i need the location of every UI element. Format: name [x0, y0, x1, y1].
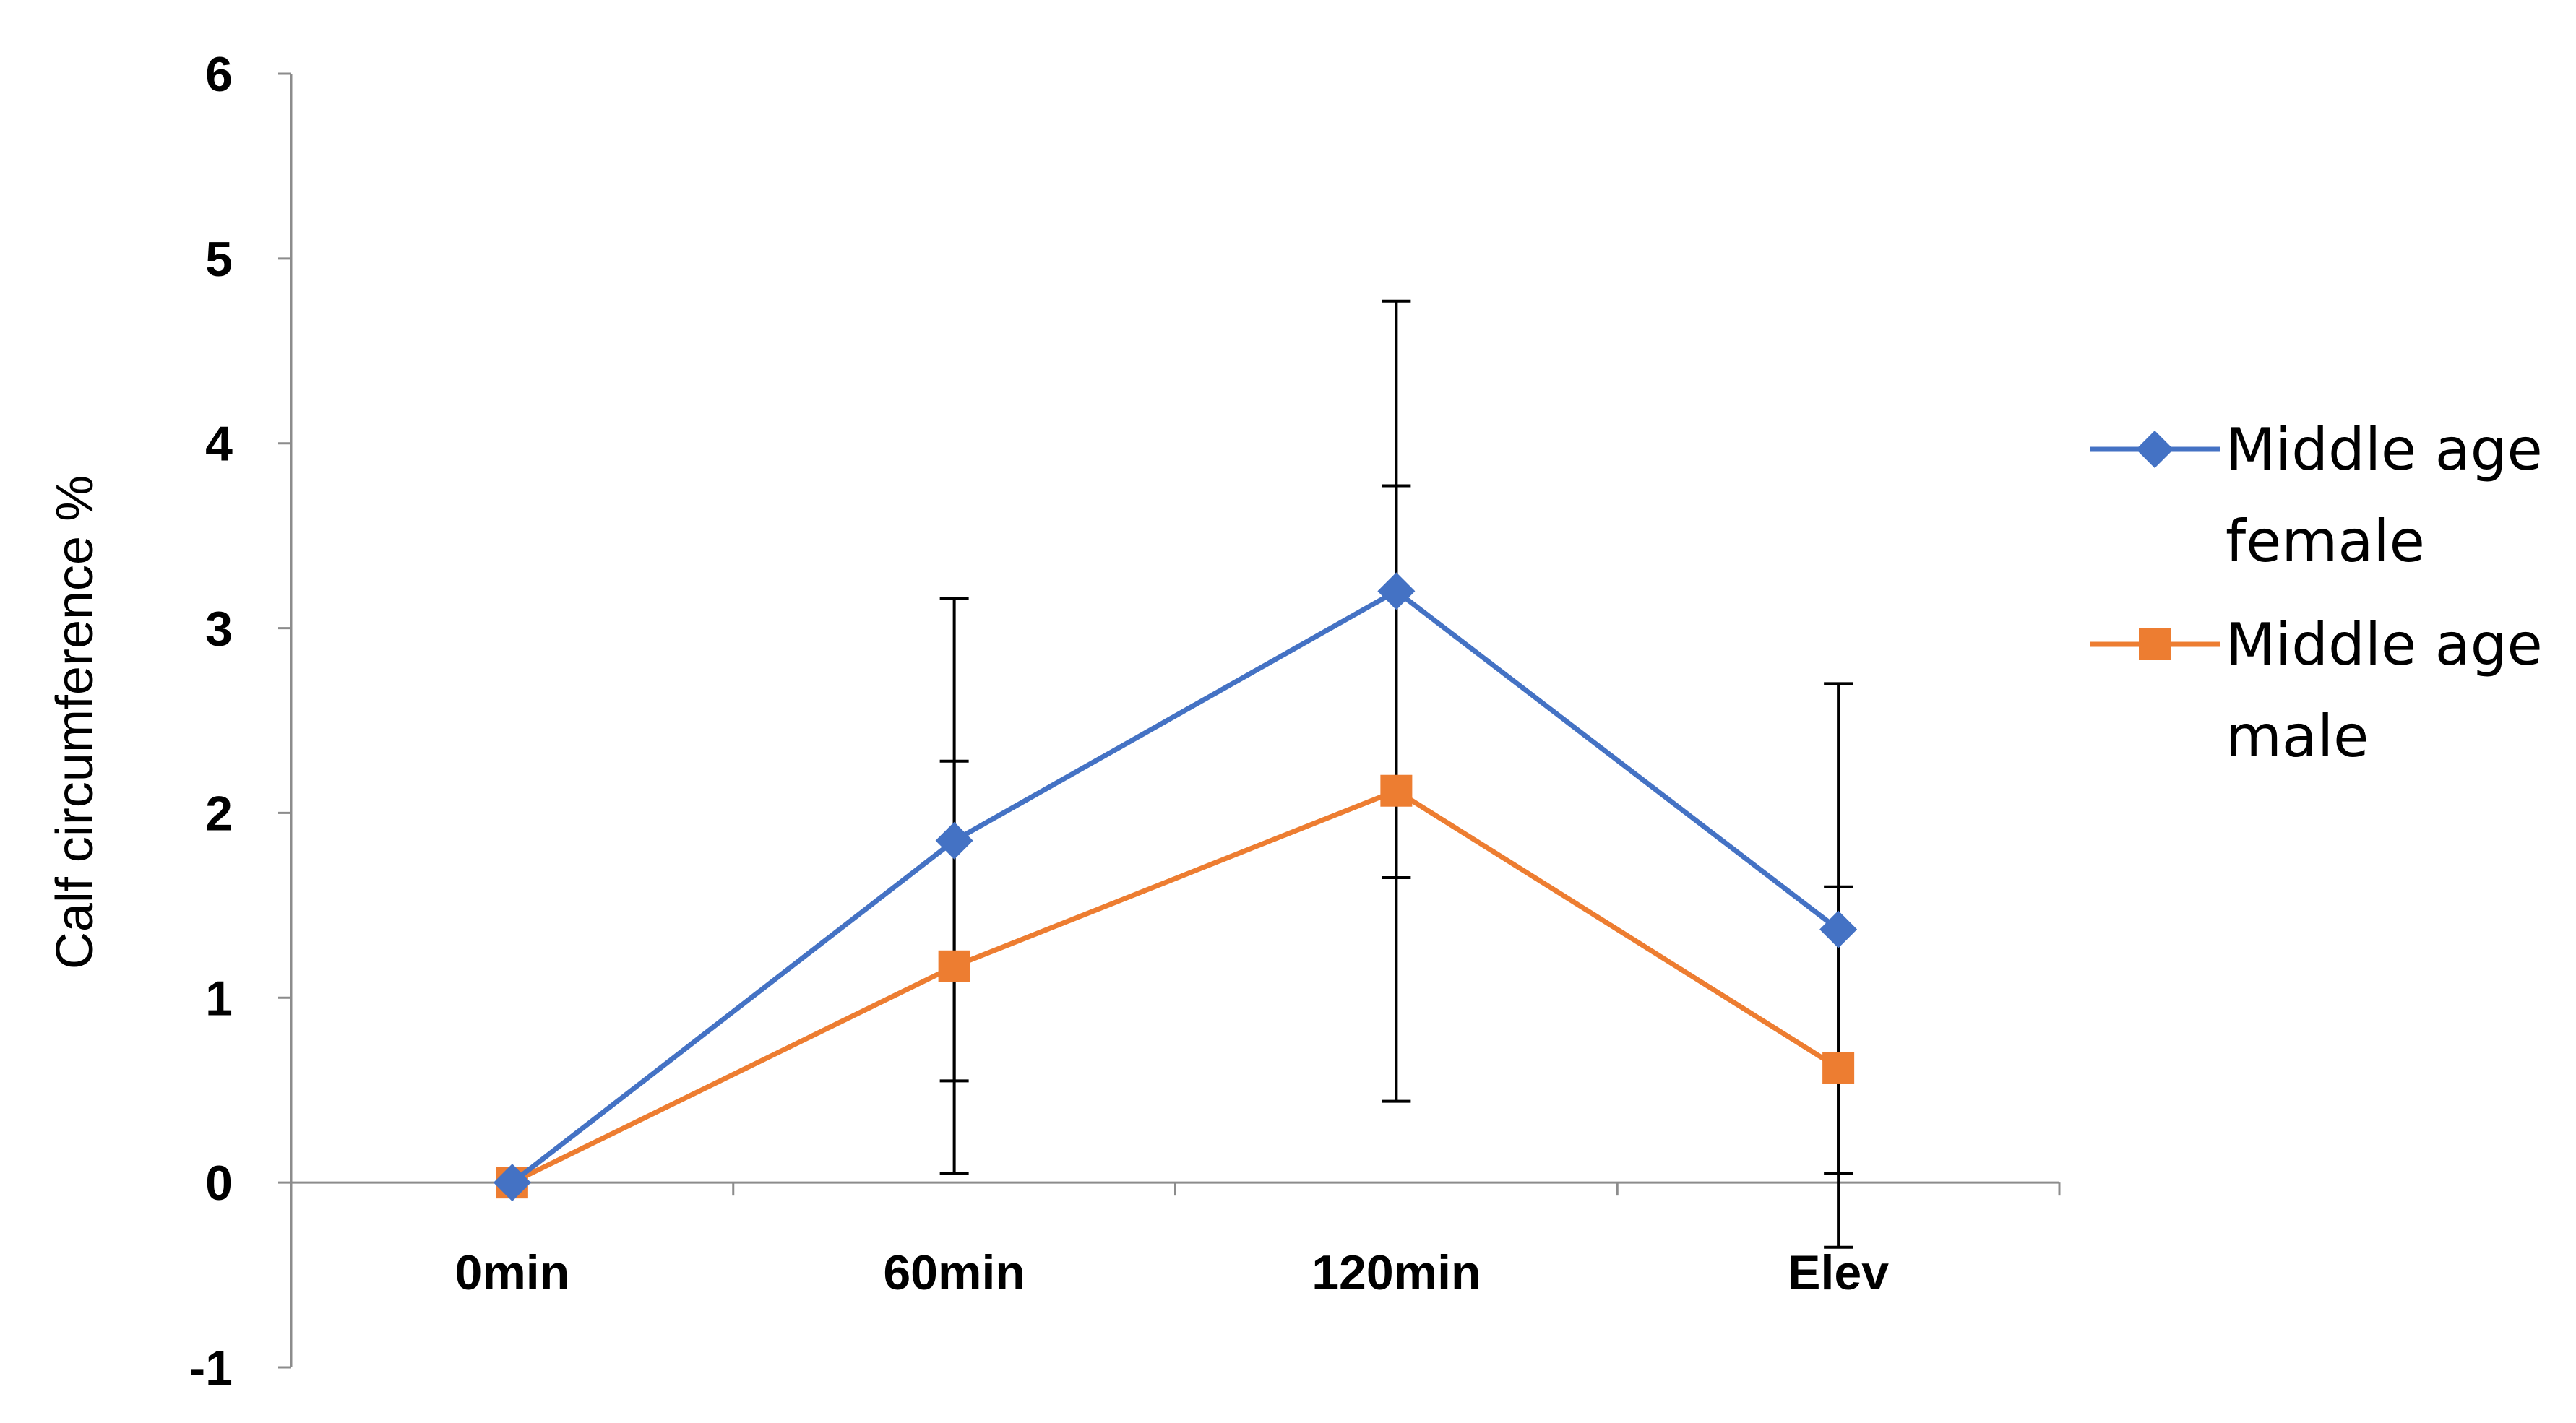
- data-point-square: [1380, 774, 1413, 807]
- x-tick-label: 120min: [1311, 1245, 1481, 1300]
- series-group: [493, 572, 1858, 1202]
- legend-label: female: [2226, 508, 2425, 575]
- legend: Middle age female Middle age male: [2090, 416, 2543, 770]
- x-tick-label: 0min: [455, 1245, 570, 1300]
- legend-label: Middle age: [2226, 416, 2543, 483]
- legend-marker-diamond: [2136, 431, 2174, 468]
- y-tick-label: -1: [189, 1341, 233, 1396]
- y-tick-label: 6: [205, 47, 233, 102]
- y-tick-label: 3: [205, 602, 233, 657]
- data-point-diamond: [1819, 910, 1858, 948]
- y-tick-label: 0: [205, 1156, 233, 1211]
- y-tick-label: 5: [205, 232, 233, 287]
- series-line-square: [511, 788, 1840, 1185]
- series-line-diamond: [510, 588, 1840, 1185]
- axes: [278, 72, 2061, 1369]
- data-point-square: [1822, 1052, 1855, 1084]
- data-point-square: [938, 950, 970, 982]
- y-tick-label: 1: [205, 971, 233, 1026]
- legend-label: Middle age: [2226, 611, 2543, 678]
- legend-marker-square: [2139, 628, 2171, 660]
- data-point-diamond: [493, 1164, 531, 1202]
- y-tick-label: 4: [205, 417, 233, 472]
- legend-label: male: [2226, 703, 2369, 770]
- y-axis-title: Calf circumference %: [46, 475, 104, 969]
- x-tick-label: Elev: [1788, 1245, 1889, 1300]
- data-point-diamond: [935, 821, 973, 860]
- data-point-diamond: [1377, 572, 1416, 610]
- x-tick-label: 60min: [883, 1245, 1025, 1300]
- y-tick-label: 2: [205, 786, 233, 841]
